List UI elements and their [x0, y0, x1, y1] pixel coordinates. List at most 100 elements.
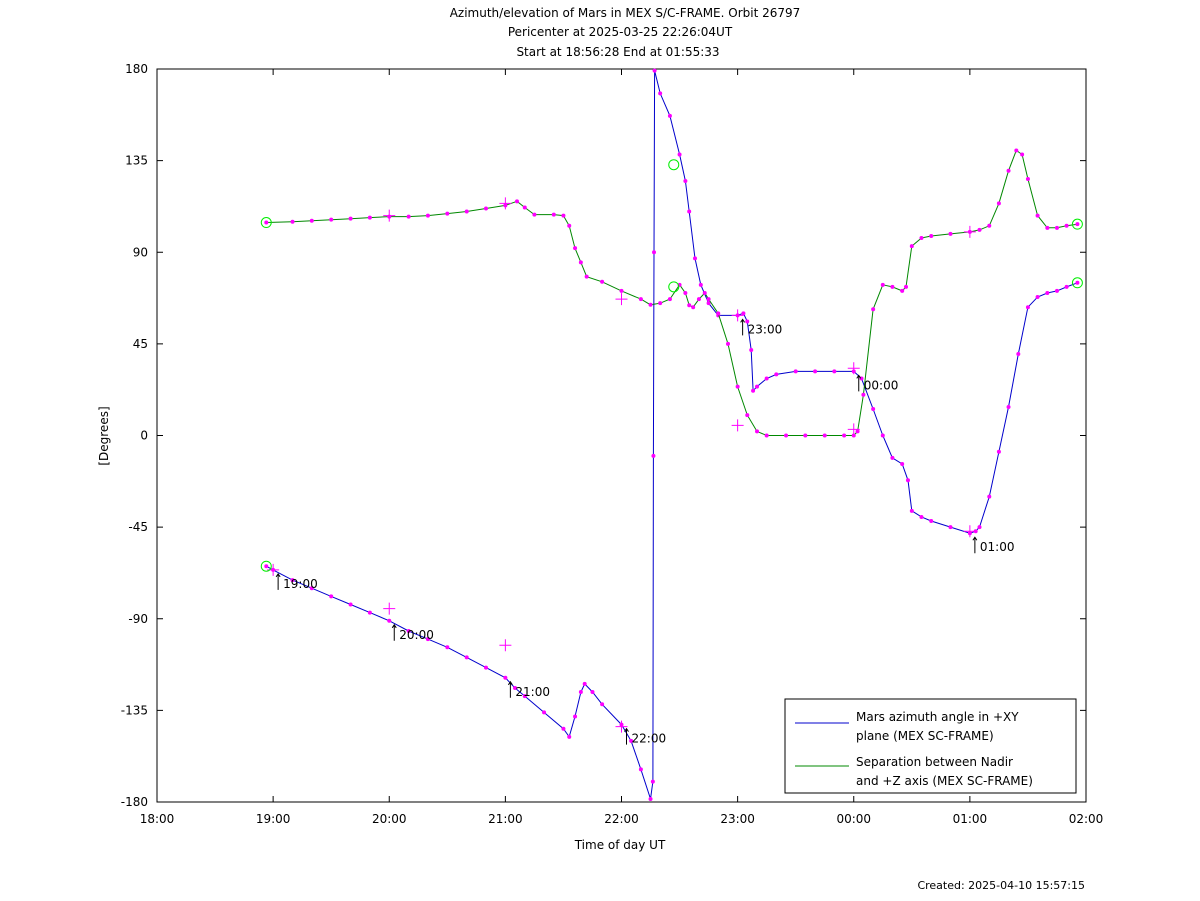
data-point [745, 319, 750, 324]
data-point [909, 508, 914, 513]
data-point [677, 152, 682, 157]
data-point [987, 223, 992, 228]
data-point [751, 388, 756, 393]
data-point [638, 297, 643, 302]
y-tick-label: 90 [133, 245, 148, 259]
data-point [919, 514, 924, 519]
data-point [842, 433, 847, 438]
data-point [561, 726, 566, 731]
hour-label: 23:00 [748, 322, 783, 336]
y-tick-label: 45 [133, 337, 148, 351]
data-point [880, 433, 885, 438]
series-line-1 [266, 149, 1078, 436]
data-point [683, 290, 688, 295]
y-tick-label: -135 [121, 703, 148, 717]
data-point [1025, 305, 1030, 310]
data-point [890, 284, 895, 289]
data-point [977, 525, 982, 530]
y-tick-label: -180 [121, 795, 148, 809]
x-tick-label: 23:00 [720, 812, 755, 826]
data-point [813, 369, 818, 374]
data-point [948, 231, 953, 236]
data-point [348, 602, 353, 607]
data-point [871, 307, 876, 312]
data-point [573, 246, 578, 251]
hour-arrow [624, 727, 629, 745]
data-point [793, 369, 798, 374]
data-point [290, 219, 295, 224]
data-point [755, 384, 760, 389]
data-point [503, 675, 508, 680]
data-point [667, 113, 672, 118]
plus-marker [383, 209, 396, 222]
data-point [803, 433, 808, 438]
legend: Mars azimuth angle in +XY plane (MEX SC-… [784, 698, 1077, 794]
data-point [691, 305, 696, 310]
data-point [698, 282, 703, 287]
data-point [329, 594, 334, 599]
data-point [1006, 404, 1011, 409]
data-point [514, 199, 519, 204]
data-point [1016, 352, 1021, 357]
data-point [551, 212, 556, 217]
data-point [900, 288, 905, 293]
data-point [1054, 225, 1059, 230]
data-point [567, 223, 572, 228]
data-point [977, 227, 982, 232]
data-point [987, 494, 992, 499]
data-point [687, 209, 692, 214]
data-point [861, 392, 866, 397]
data-point [264, 220, 269, 225]
data-point [1035, 295, 1040, 300]
data-point [1064, 284, 1069, 289]
data-point [367, 215, 372, 220]
data-point [651, 453, 656, 458]
data-point [652, 68, 657, 73]
data-point [600, 702, 605, 707]
data-point [871, 407, 876, 412]
legend-entry-azimuth-line2: plane (MEX SC-FRAME) [856, 729, 994, 743]
legend-box [784, 698, 1077, 794]
hour-label-layer: 19:00 20:00 21:00 22:00 23:00 00:00 01:00 [275, 318, 1014, 746]
data-point [755, 429, 760, 434]
data-point [919, 235, 924, 240]
data-point [749, 347, 754, 352]
data-point [522, 205, 527, 210]
data-point [784, 433, 789, 438]
data-point [764, 376, 769, 381]
data-point [1064, 223, 1069, 228]
plot-frame [156, 68, 1087, 803]
data-point [425, 637, 430, 642]
data-point [687, 303, 692, 308]
data-point [1006, 168, 1011, 173]
data-point [996, 201, 1001, 206]
hour-arrow [275, 572, 281, 590]
y-tick-label: 0 [140, 429, 148, 443]
series-line-0 [266, 70, 1078, 800]
data-point [590, 690, 595, 695]
legend-entry-azimuth-line1: Mars azimuth angle in +XY [856, 710, 1019, 724]
plus-marker [731, 419, 744, 432]
data-point [929, 233, 934, 238]
y-tick-label: -90 [128, 612, 148, 626]
data-point [367, 610, 372, 615]
data-point [890, 455, 895, 460]
data-point [1054, 288, 1059, 293]
data-point [1020, 152, 1025, 157]
chart-subtitle-start-end: Start at 18:56:28 End at 01:55:33 [516, 45, 719, 59]
data-point [619, 288, 624, 293]
data-point [764, 433, 769, 438]
data-point [348, 216, 353, 221]
data-point [648, 796, 653, 801]
hour-label: 21:00 [515, 685, 550, 699]
data-point [629, 738, 634, 743]
data-point [464, 209, 469, 214]
plus-marker [847, 423, 860, 436]
hour-label: 20:00 [399, 628, 434, 642]
data-point [1045, 225, 1050, 230]
x-tick-label: 00:00 [836, 812, 871, 826]
data-point [406, 628, 411, 633]
plus-marker [731, 309, 744, 322]
legend-entry-separation-line2: and +Z axis (MEX SC-FRAME) [856, 774, 1033, 788]
chart-subtitle-pericenter: Pericenter at 2025-03-25 22:26:04UT [508, 25, 733, 39]
